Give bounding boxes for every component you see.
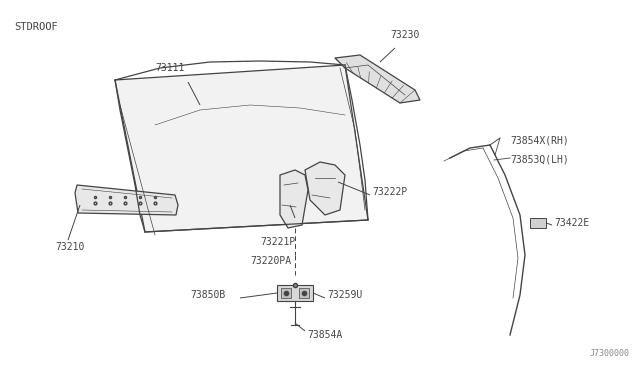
- Polygon shape: [280, 170, 308, 228]
- Text: 73850B: 73850B: [190, 290, 225, 300]
- Bar: [299, 288, 309, 298]
- Text: 73230: 73230: [390, 30, 419, 40]
- Text: 73210: 73210: [55, 242, 84, 252]
- Text: 73111: 73111: [155, 63, 184, 73]
- Polygon shape: [115, 65, 368, 232]
- Text: 73259U: 73259U: [327, 290, 362, 300]
- Polygon shape: [335, 55, 420, 103]
- Bar: [530, 218, 546, 228]
- Text: 73422E: 73422E: [554, 218, 589, 228]
- Text: 73222P: 73222P: [372, 187, 407, 197]
- Text: J7300000: J7300000: [590, 349, 630, 358]
- Text: 73854A: 73854A: [307, 330, 342, 340]
- Bar: [281, 288, 291, 298]
- Text: 73854X(RH): 73854X(RH): [510, 135, 569, 145]
- Text: 73220PA: 73220PA: [250, 256, 291, 266]
- Text: 73221P: 73221P: [260, 237, 295, 247]
- Text: STDROOF: STDROOF: [14, 22, 58, 32]
- Bar: [277, 285, 313, 301]
- Polygon shape: [305, 162, 345, 215]
- Text: 73853Q(LH): 73853Q(LH): [510, 154, 569, 164]
- Polygon shape: [75, 185, 178, 215]
